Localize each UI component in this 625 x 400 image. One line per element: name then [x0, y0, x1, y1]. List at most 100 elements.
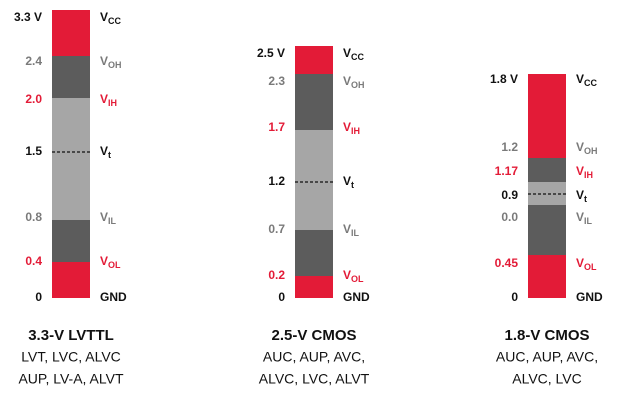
level-label: Vt — [100, 144, 111, 160]
level-symbol: V — [343, 120, 351, 134]
level-label: GND — [100, 290, 127, 304]
level-value: 2.4 — [25, 54, 42, 68]
level-symbol: V — [100, 254, 108, 268]
level-value: 0.4 — [25, 254, 42, 268]
bar-segment — [52, 10, 90, 56]
level-subscript: IL — [584, 216, 593, 226]
level-symbol: V — [343, 268, 351, 282]
bar-segment — [52, 56, 90, 98]
bar-segment — [52, 98, 90, 220]
level-symbol: V — [343, 222, 351, 236]
level-subscript: OL — [584, 262, 597, 272]
level-value: 0.8 — [25, 210, 42, 224]
level-symbol: V — [100, 92, 108, 106]
level-value: 0 — [511, 290, 518, 304]
level-value: 1.8 V — [490, 72, 518, 86]
level-subscript: IH — [108, 98, 117, 108]
level-label: VOL — [576, 256, 597, 272]
level-symbol: V — [576, 72, 584, 86]
column-title: 3.3-V LVTTL — [28, 327, 114, 344]
level-symbol: V — [343, 74, 351, 88]
level-value: 0.0 — [501, 210, 518, 224]
family-line: AUC, AUP, AVC, — [263, 349, 365, 365]
level-label: VOL — [100, 254, 121, 270]
level-symbol: GND — [343, 290, 370, 304]
level-value: 2.0 — [25, 92, 42, 106]
family-line: LVT, LVC, ALVC — [21, 349, 121, 365]
level-subscript: IH — [351, 126, 360, 136]
level-subscript: IL — [351, 228, 360, 238]
level-value: 0.2 — [268, 268, 285, 282]
family-line: AUC, AUP, AVC, — [496, 349, 598, 365]
level-value: 0 — [35, 290, 42, 304]
level-subscript: t — [108, 150, 111, 160]
level-value: 1.17 — [495, 164, 519, 178]
level-value: 0.45 — [495, 256, 519, 270]
level-label: VOH — [100, 54, 122, 70]
level-symbol: V — [343, 46, 351, 60]
bar-segment — [295, 130, 333, 230]
level-label: VIL — [343, 222, 360, 238]
level-subscript: IL — [108, 216, 117, 226]
bar-segment — [528, 205, 566, 255]
level-value: 2.3 — [268, 74, 285, 88]
level-value: 0 — [278, 290, 285, 304]
family-line: ALVC, LVC — [512, 371, 582, 387]
level-value: 3.3 V — [14, 10, 42, 24]
level-label: VOH — [576, 140, 598, 156]
level-subscript: CC — [351, 52, 364, 62]
column-title: 1.8-V CMOS — [504, 327, 589, 344]
level-label: VCC — [100, 10, 122, 26]
level-value: 2.5 V — [257, 46, 285, 60]
bar-segment — [52, 220, 90, 262]
level-label: VOL — [343, 268, 364, 284]
level-label: VIH — [343, 120, 360, 136]
level-symbol: V — [100, 144, 108, 158]
level-label: GND — [576, 290, 603, 304]
bar-segment — [528, 255, 566, 298]
level-label: VCC — [576, 72, 598, 88]
family-line: AUP, LV-A, ALVT — [18, 371, 124, 387]
bar-segment — [295, 74, 333, 130]
level-symbol: GND — [576, 290, 603, 304]
level-label: VIH — [100, 92, 117, 108]
column-title: 2.5-V CMOS — [271, 327, 356, 344]
family-line: ALVC, LVC, ALVT — [259, 371, 370, 387]
bar-segment — [528, 182, 566, 205]
level-label: Vt — [343, 174, 354, 190]
level-subscript: OH — [108, 60, 122, 70]
level-label: VIL — [576, 210, 593, 226]
level-subscript: OH — [584, 146, 598, 156]
level-subscript: OH — [351, 80, 365, 90]
bar-segment — [295, 46, 333, 74]
level-symbol: V — [576, 164, 584, 178]
level-label: Vt — [576, 188, 587, 204]
bar-segment — [528, 74, 566, 158]
bar-segment — [295, 276, 333, 298]
level-subscript: OL — [108, 260, 121, 270]
level-label: GND — [343, 290, 370, 304]
level-label: VIH — [576, 164, 593, 180]
level-subscript: OL — [351, 274, 364, 284]
level-subscript: CC — [108, 16, 121, 26]
level-label: VOH — [343, 74, 365, 90]
level-symbol: V — [100, 10, 108, 24]
level-value: 1.2 — [501, 140, 518, 154]
level-symbol: V — [576, 256, 584, 270]
bar-segment — [295, 230, 333, 276]
level-symbol: V — [100, 210, 108, 224]
level-symbol: V — [100, 54, 108, 68]
level-value: 0.9 — [501, 188, 518, 202]
level-symbol: V — [576, 188, 584, 202]
level-symbol: V — [576, 210, 584, 224]
level-subscript: IH — [584, 170, 593, 180]
level-value: 1.5 — [25, 144, 42, 158]
level-value: 0.7 — [268, 222, 285, 236]
level-subscript: CC — [584, 78, 597, 88]
bar-segment — [52, 262, 90, 298]
level-value: 1.7 — [268, 120, 285, 134]
level-label: VIL — [100, 210, 117, 226]
level-symbol: GND — [100, 290, 127, 304]
